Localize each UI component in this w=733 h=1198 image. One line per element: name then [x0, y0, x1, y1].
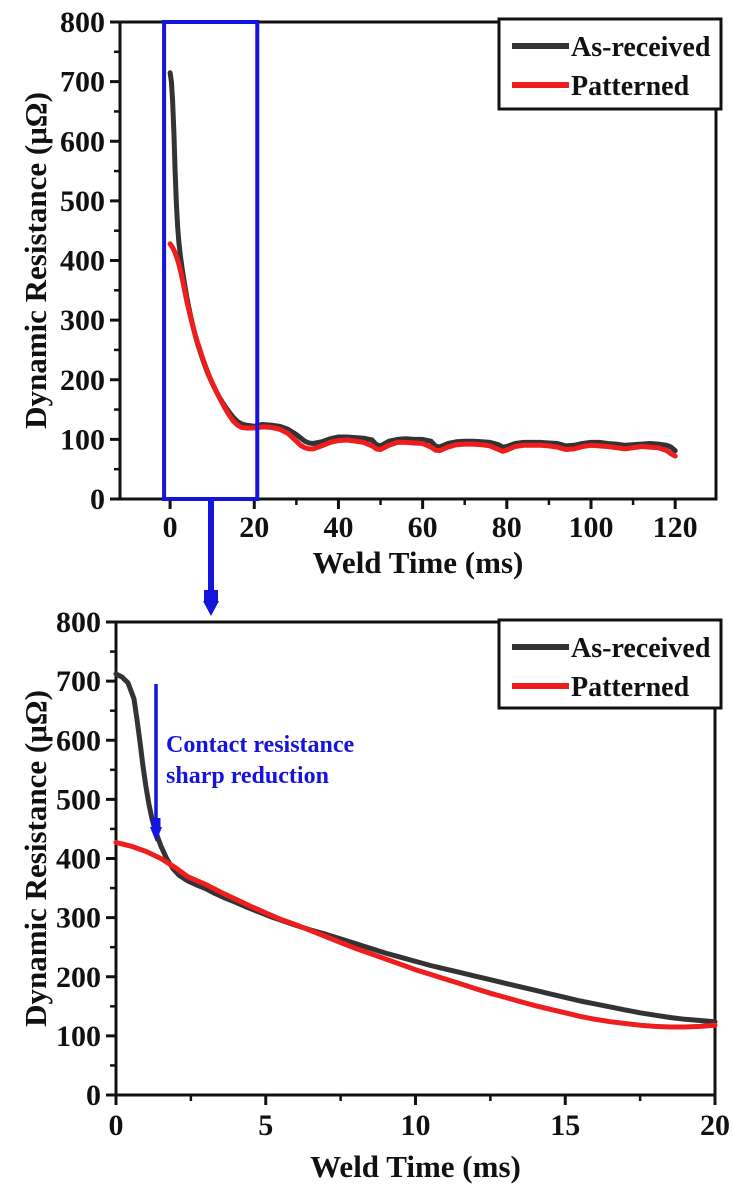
y-tick-label: 0	[86, 1079, 101, 1112]
annotation-arrow-head	[151, 818, 161, 827]
x-tick-label: 100	[568, 511, 613, 544]
x-tick-label: 120	[653, 511, 698, 544]
zoom-region-box	[162, 20, 260, 501]
series-line-patterned	[113, 840, 718, 1030]
annotation-text-line: Contact resistance	[166, 732, 355, 758]
x-tick-label: 0	[163, 511, 178, 544]
y-tick-label: 0	[90, 483, 105, 516]
y-tick-label: 100	[56, 1020, 101, 1053]
x-tick-label: 20	[239, 511, 269, 544]
y-axis-title-zoomed: Dynamic Resistance (μΩ)	[18, 690, 53, 1027]
x-tick-label: 40	[323, 511, 353, 544]
x-tick-label: 10	[401, 1109, 431, 1142]
y-tick-label: 400	[60, 245, 105, 278]
x-tick-label: 0	[109, 1109, 124, 1142]
y-tick-label: 400	[56, 843, 101, 876]
legend-box-zoomed	[497, 618, 723, 710]
x-tick-label: 15	[550, 1109, 580, 1142]
y-tick-label: 600	[60, 125, 105, 158]
y-tick-label: 700	[56, 665, 101, 698]
series-line-as-received	[167, 70, 678, 454]
x-axis-title-zoomed: Weld Time (ms)	[310, 1149, 521, 1184]
legend-label: Patterned	[571, 672, 690, 703]
series-line-patterned	[167, 241, 678, 459]
zoom-connector-arrow-tip	[203, 601, 219, 616]
y-tick-label: 500	[56, 783, 101, 816]
x-tick-label: 80	[492, 511, 522, 544]
y-tick-label: 100	[60, 423, 105, 456]
annotation-arrow-tip	[150, 827, 162, 842]
x-axis-title-overview: Weld Time (ms)	[313, 545, 524, 580]
y-tick-label: 200	[60, 364, 105, 397]
x-tick-label: 20	[700, 1109, 730, 1142]
y-tick-label: 800	[56, 606, 101, 639]
y-tick-label: 500	[60, 185, 105, 218]
y-tick-label: 300	[56, 902, 101, 935]
y-axis-title-overview: Dynamic Resistance (μΩ)	[18, 92, 53, 429]
zoom-connector-arrow-head	[204, 590, 218, 601]
x-tick-label: 60	[408, 511, 438, 544]
y-tick-label: 300	[60, 304, 105, 337]
y-tick-label: 700	[60, 66, 105, 99]
x-tick-label: 5	[258, 1109, 273, 1142]
y-tick-label: 200	[56, 961, 101, 994]
annotation-text-line: sharp reduction	[166, 763, 329, 789]
y-tick-label: 800	[60, 6, 105, 39]
y-tick-label: 600	[56, 724, 101, 757]
legend-label: Patterned	[571, 71, 690, 102]
legend-box-overview	[497, 17, 723, 111]
legend-label: As-received	[571, 633, 711, 664]
legend-label: As-received	[571, 32, 711, 63]
